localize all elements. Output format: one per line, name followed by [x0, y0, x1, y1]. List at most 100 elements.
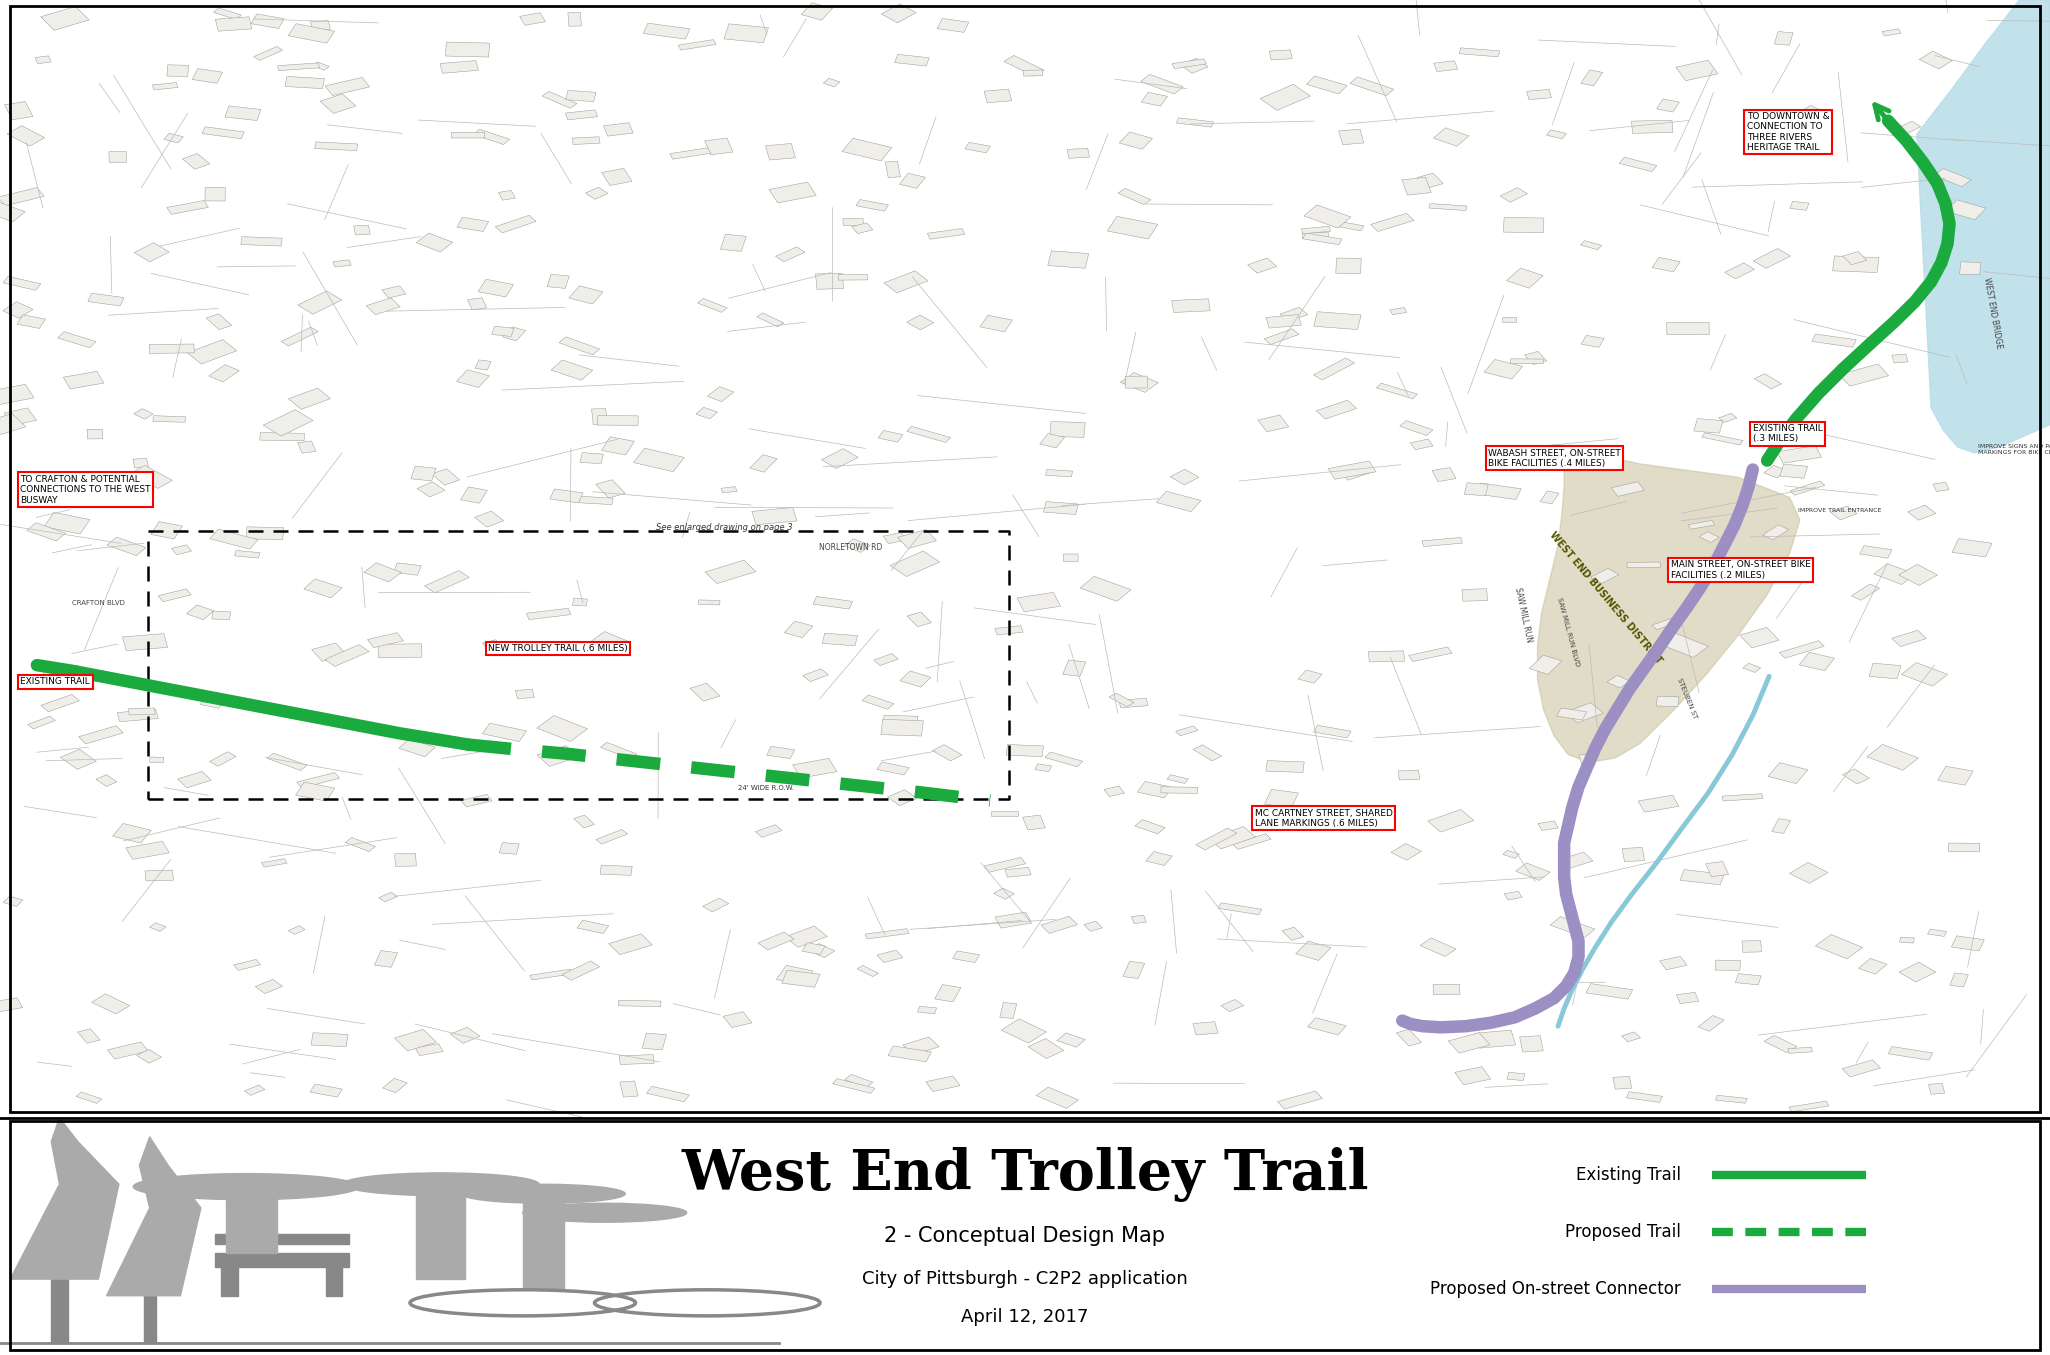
Bar — [260, 432, 305, 440]
Bar — [992, 812, 1019, 817]
Bar — [1716, 1095, 1747, 1103]
Text: IMPROVE TRAIL ENTRANCE: IMPROVE TRAIL ENTRANCE — [1798, 508, 1882, 514]
Bar — [133, 458, 148, 467]
Bar — [1788, 1047, 1812, 1053]
Bar — [133, 243, 170, 262]
Bar — [88, 293, 123, 306]
Bar — [367, 298, 400, 314]
Bar — [424, 570, 469, 593]
Bar — [244, 1085, 264, 1095]
Bar — [1927, 930, 1948, 936]
Bar — [882, 4, 916, 23]
Text: West End Trolley Trail: West End Trolley Trail — [681, 1148, 1369, 1202]
Bar — [1525, 351, 1546, 364]
Bar — [144, 1276, 156, 1343]
Bar — [252, 14, 285, 28]
Bar — [152, 83, 178, 89]
Bar — [724, 24, 769, 43]
Bar — [1171, 469, 1199, 485]
Bar — [1023, 70, 1043, 76]
Bar — [609, 934, 652, 955]
Bar — [1870, 663, 1900, 679]
Bar — [1888, 1046, 1933, 1060]
Bar — [107, 1042, 148, 1060]
Bar — [646, 1087, 689, 1102]
Bar — [1314, 358, 1355, 379]
Bar — [1261, 84, 1310, 110]
Bar — [1248, 257, 1277, 274]
Bar — [451, 1027, 480, 1043]
Bar — [1833, 256, 1880, 272]
Bar — [285, 76, 324, 88]
Bar — [1460, 47, 1501, 57]
Bar — [1763, 524, 1790, 539]
Text: 2 - Conceptual Design Map: 2 - Conceptual Design Map — [884, 1226, 1166, 1247]
Bar — [1029, 1038, 1064, 1058]
Bar — [1136, 820, 1164, 833]
Bar — [394, 854, 416, 866]
Bar — [1540, 491, 1558, 504]
Text: MC CARTNEY STREET, SHARED
LANE MARKINGS (.6 MILES): MC CARTNEY STREET, SHARED LANE MARKINGS … — [1255, 809, 1392, 828]
Bar — [1765, 1035, 1796, 1053]
Bar — [1718, 413, 1736, 423]
Bar — [1289, 810, 1312, 821]
Bar — [1611, 482, 1644, 496]
Bar — [1039, 434, 1064, 449]
Bar — [355, 225, 371, 234]
Bar — [1952, 538, 1993, 557]
Bar — [234, 550, 260, 558]
Bar — [295, 782, 334, 801]
Bar — [894, 54, 929, 66]
Bar — [1210, 827, 1255, 848]
Bar — [1296, 940, 1330, 961]
Bar — [1173, 299, 1210, 313]
Bar — [601, 743, 638, 759]
Bar — [281, 327, 318, 346]
Bar — [137, 1050, 162, 1064]
Bar — [221, 1263, 238, 1295]
Bar — [207, 314, 232, 329]
Bar — [121, 484, 141, 495]
Bar — [1505, 892, 1523, 900]
Bar — [754, 825, 781, 837]
Bar — [877, 762, 908, 775]
Bar — [312, 1033, 348, 1046]
Bar — [560, 337, 601, 355]
Bar — [316, 142, 359, 150]
Bar — [767, 747, 795, 759]
Bar — [1109, 694, 1134, 706]
Bar — [256, 980, 283, 993]
Bar — [1396, 1030, 1421, 1046]
Bar — [1160, 787, 1197, 794]
Bar — [1613, 1076, 1632, 1089]
Bar — [1281, 927, 1304, 940]
Bar — [1656, 696, 1679, 707]
Bar — [234, 959, 260, 970]
Bar — [2, 302, 33, 318]
Bar — [838, 275, 867, 280]
Bar — [203, 127, 244, 138]
Bar — [1349, 77, 1394, 96]
Bar — [906, 314, 935, 329]
Bar — [1429, 203, 1468, 210]
Bar — [1121, 373, 1158, 393]
Bar — [1142, 92, 1168, 106]
Bar — [1279, 308, 1308, 321]
Bar — [1302, 233, 1343, 245]
Bar — [416, 482, 445, 497]
Bar — [1390, 308, 1406, 314]
Bar — [722, 486, 738, 493]
Bar — [937, 19, 970, 33]
Bar — [1023, 816, 1046, 829]
Bar — [246, 527, 283, 539]
Bar — [1831, 505, 1857, 520]
Bar — [457, 370, 490, 388]
Bar — [289, 23, 334, 43]
Bar — [1626, 1092, 1663, 1103]
Bar — [1390, 843, 1421, 860]
Bar — [720, 234, 746, 252]
Bar — [765, 144, 795, 160]
Bar — [599, 416, 638, 425]
Bar — [2, 276, 41, 290]
Bar — [146, 870, 174, 881]
